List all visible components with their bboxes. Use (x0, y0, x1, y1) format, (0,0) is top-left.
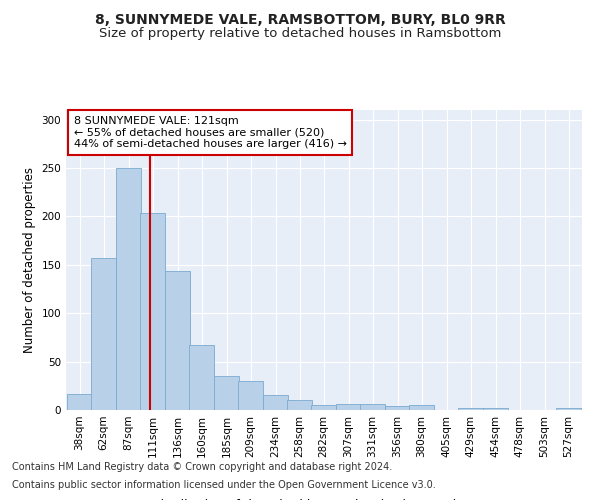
Bar (263, 394, 288, 410)
Bar (360, 404, 385, 410)
Bar (165, 270, 190, 410)
Bar (483, 408, 508, 410)
X-axis label: Distribution of detached houses by size in Ramsbottom: Distribution of detached houses by size … (151, 498, 497, 500)
Bar (67, 394, 92, 410)
Bar (91, 258, 116, 410)
Text: Size of property relative to detached houses in Ramsbottom: Size of property relative to detached ho… (99, 28, 501, 40)
Bar (556, 408, 581, 410)
Bar (287, 400, 312, 410)
Text: 8 SUNNYMEDE VALE: 121sqm
← 55% of detached houses are smaller (520)
44% of semi-: 8 SUNNYMEDE VALE: 121sqm ← 55% of detach… (74, 116, 347, 149)
Bar (116, 168, 141, 410)
Bar (140, 212, 165, 410)
Bar (385, 406, 410, 410)
Bar (336, 404, 361, 410)
Bar (189, 345, 214, 410)
Text: Contains public sector information licensed under the Open Government Licence v3: Contains public sector information licen… (12, 480, 436, 490)
Bar (458, 408, 483, 410)
Text: Contains HM Land Registry data © Crown copyright and database right 2024.: Contains HM Land Registry data © Crown c… (12, 462, 392, 472)
Bar (311, 405, 336, 410)
Bar (214, 376, 239, 410)
Text: 8, SUNNYMEDE VALE, RAMSBOTTOM, BURY, BL0 9RR: 8, SUNNYMEDE VALE, RAMSBOTTOM, BURY, BL0… (95, 12, 505, 26)
Bar (238, 381, 263, 410)
Bar (409, 405, 434, 410)
Y-axis label: Number of detached properties: Number of detached properties (23, 167, 36, 353)
